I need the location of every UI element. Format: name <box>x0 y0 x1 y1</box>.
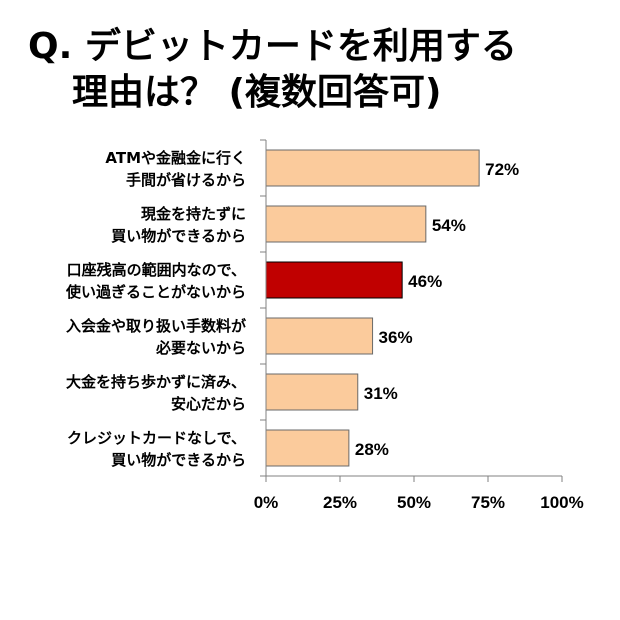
value-label-5: 28% <box>355 440 389 459</box>
category-label-2-1: 使い過ぎることがないから <box>65 283 246 301</box>
bar-3 <box>265 317 374 355</box>
x-tick-label-1: 25% <box>323 493 357 512</box>
value-label-1: 54% <box>432 216 466 235</box>
x-tick-label-4: 100% <box>540 493 583 512</box>
bar-0 <box>265 149 480 187</box>
category-label-2-0: 口座残高の範囲内なので、 <box>67 261 246 279</box>
value-label-2: 46% <box>408 272 442 291</box>
bar-5 <box>265 429 350 467</box>
category-label-3-0: 入会金や取り扱い手数料が <box>66 317 247 335</box>
category-label-1-1: 買い物ができるから <box>111 227 246 245</box>
chart-title-line-1: Q. デビットカードを利用する <box>28 26 517 67</box>
x-tick-label-0: 0% <box>254 493 279 512</box>
value-label-0: 72% <box>485 160 519 179</box>
x-tick-label-3: 75% <box>471 493 505 512</box>
value-label-4: 31% <box>364 384 398 403</box>
category-label-3-1: 必要ないから <box>155 339 246 357</box>
bar-1 <box>265 205 427 243</box>
chart-title: Q. デビットカードを利用する 理由は？ (複数回答可) <box>28 24 608 116</box>
value-label-3: 36% <box>379 328 413 347</box>
chart-title-line-2: 理由は？ (複数回答可) <box>72 72 442 113</box>
category-label-0-1: 手間が省けるから <box>126 171 246 189</box>
category-label-5-0: クレジットカードなしで、 <box>67 429 246 447</box>
bar-2 <box>265 261 403 299</box>
category-label-4-0: 大金を持ち歩かずに済み、 <box>66 373 246 391</box>
category-label-0-0: ATMや金融金に行く <box>105 149 246 167</box>
category-label-1-0: 現金を持たずに <box>141 205 246 223</box>
x-tick-label-2: 50% <box>397 493 431 512</box>
category-label-4-1: 安心だから <box>171 395 246 413</box>
category-label-5-1: 買い物ができるから <box>111 451 246 469</box>
bar-4 <box>265 373 359 411</box>
